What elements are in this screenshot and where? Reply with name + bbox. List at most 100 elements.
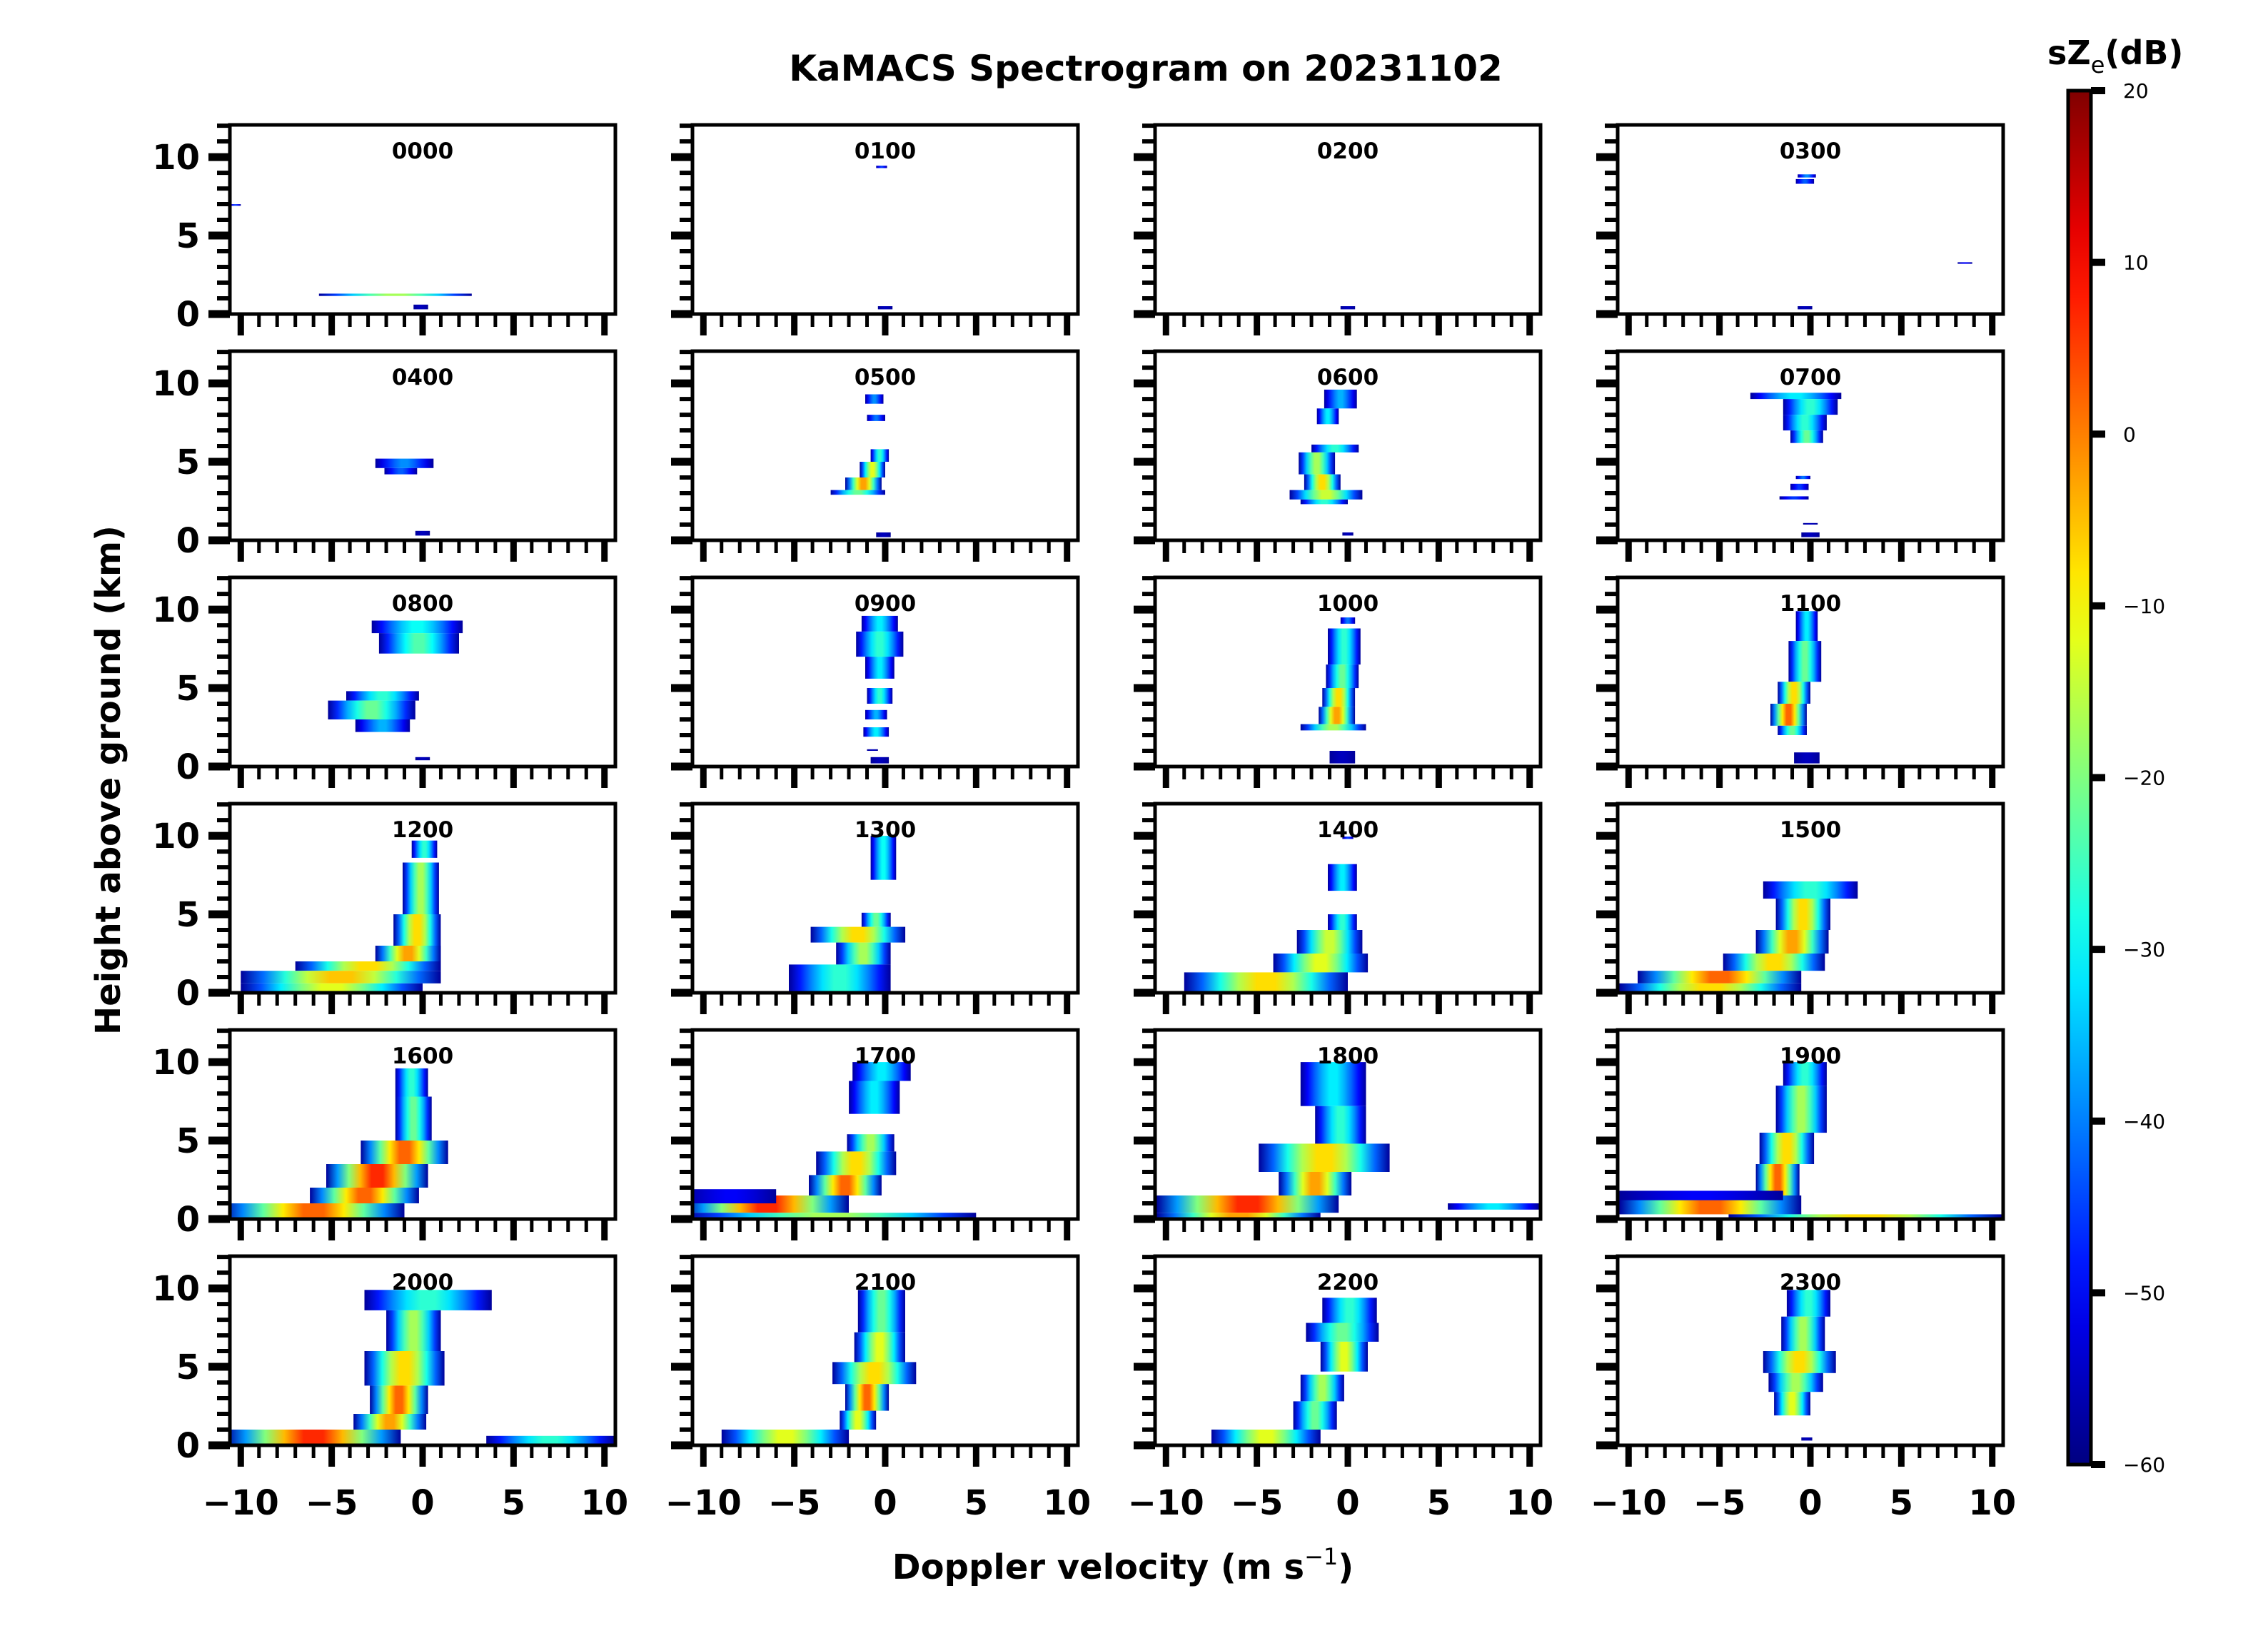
panel-0800: 0 5 10 0800 [152, 575, 618, 788]
y-tick-label: 0 [176, 1426, 200, 1466]
spectrum-layer [870, 836, 897, 880]
x-axis-label-superscript: −1 [1304, 1543, 1338, 1570]
spectrum-layer [1211, 1430, 1321, 1444]
panel-time-label: 0200 [1317, 138, 1379, 164]
panel-1100: 1100 [1596, 575, 2005, 788]
spectrum-layer [1781, 1316, 1825, 1352]
spectrogram-data [789, 836, 906, 991]
spectrum-layer [830, 490, 885, 495]
spectrum-layer [378, 633, 459, 654]
spectrum-layer [1306, 1323, 1379, 1342]
spectrum-layer [1342, 836, 1354, 839]
spectrum-layer [1755, 930, 1829, 954]
y-tick-label: 10 [152, 364, 200, 404]
spectrum-layer [1790, 430, 1823, 443]
spectrum-layer [789, 964, 891, 991]
x-axis-label-main: Doppler velocity (m s [892, 1547, 1304, 1587]
spectrum-layer [845, 477, 882, 490]
panel-time-label: 1400 [1317, 817, 1379, 843]
panel-time-label: 0100 [855, 138, 916, 164]
spectrum-layer [1638, 971, 1802, 984]
x-axis-label-close: ) [1338, 1547, 1354, 1587]
spectrum-layer [415, 530, 430, 536]
spectrum-layer [230, 204, 241, 206]
chart-title: KaMACS Spectrogram on 20231102 [789, 48, 1503, 89]
colorbar-tick-label: −60 [2123, 1453, 2165, 1477]
x-tick-label: −10 [665, 1483, 742, 1523]
spectrum-layer [1783, 1062, 1827, 1086]
spectrogram-data [1763, 1290, 1836, 1441]
spectrogram-data [1750, 393, 1842, 537]
spectrum-layer [860, 462, 885, 477]
spectrum-layer [861, 615, 898, 632]
spectrum-layer [854, 1332, 905, 1362]
spectrum-layer [1788, 641, 1822, 682]
spectrogram-data [1184, 836, 1369, 991]
spectrum-layer [1779, 496, 1809, 500]
spectrum-layer [1728, 1214, 2002, 1218]
x-tick-label: 5 [502, 1483, 525, 1523]
spectrum-layer [346, 691, 419, 701]
spectrum-layer [326, 1164, 428, 1188]
y-tick-label: 5 [176, 1348, 200, 1387]
panel-time-label: 0500 [855, 365, 916, 390]
spectrum-layer [353, 1414, 427, 1430]
colorbar-gradient [2066, 89, 2093, 1467]
spectrum-layer [1296, 930, 1363, 954]
panel-1000: 1000 [1134, 575, 1543, 788]
panel-0300: 0300 [1596, 123, 2005, 335]
y-tick-label: 10 [152, 1269, 200, 1309]
panel-1900: 1900 [1596, 1028, 2005, 1240]
spectrum-layer [867, 688, 893, 704]
spectrum-layer [1300, 499, 1348, 505]
spectrum-layer [1957, 262, 1972, 264]
spectrum-layer [861, 912, 891, 927]
panel-time-label: 0900 [855, 591, 916, 617]
colorbar-tick-label: −30 [2123, 938, 2165, 961]
panel-time-label: 2100 [855, 1270, 916, 1295]
x-tick-label: 10 [1043, 1483, 1091, 1523]
x-tick-label: 10 [1968, 1483, 2016, 1523]
spectrogram-data [1340, 306, 1356, 310]
panel-time-label: 0300 [1780, 138, 1841, 164]
panel-2200: −10 −5 0 5 10 2200 [1128, 1254, 1553, 1523]
colorbar-label-sub: e [2091, 51, 2105, 79]
spectrum-layer [486, 1435, 614, 1444]
spectrum-layer [845, 1384, 889, 1411]
panel-2300: −10 −5 0 5 10 2300 [1591, 1254, 2016, 1523]
spectrum-layer [1803, 522, 1818, 525]
spectrum-layer [876, 532, 891, 537]
panel-0400: 0 5 10 0400 [152, 349, 618, 562]
x-tick-label: −5 [1693, 1483, 1746, 1523]
x-tick-label: −10 [1128, 1483, 1204, 1523]
y-tick-label: 0 [176, 295, 200, 335]
colorbar-label: sZe(dB) [2047, 34, 2183, 79]
colorbar-label-main: sZ [2047, 34, 2091, 72]
y-tick-label: 0 [176, 974, 200, 1013]
spectrum-layer [1322, 688, 1356, 707]
spectrum-layer [384, 467, 418, 475]
spectrum-layer [1328, 864, 1357, 891]
spectrum-layer [230, 1203, 405, 1218]
panel-time-label: 1700 [855, 1043, 916, 1069]
y-tick-label: 5 [176, 443, 200, 482]
spectrogram-data [1156, 1062, 1539, 1218]
spectrum-layer [1723, 954, 1825, 971]
spectrum-layer [295, 961, 441, 971]
spectrum-layer [1304, 474, 1341, 490]
spectrum-layer [852, 1062, 911, 1081]
spectrogram-data [328, 620, 463, 761]
panel-1700: 1700 [671, 1028, 1080, 1240]
spectrum-layer [403, 862, 439, 915]
spectrum-layer [1156, 1213, 1321, 1218]
spectrum-layer [1322, 1298, 1377, 1323]
spectrum-layer [1778, 725, 1807, 735]
spectrogram-data [856, 615, 904, 764]
x-tick-label: 0 [410, 1483, 434, 1523]
panel-time-label: 1500 [1780, 817, 1841, 843]
panel-1600: 0 5 10 1600 [152, 1028, 618, 1240]
spectrogram-data [1795, 174, 1972, 310]
spectrum-layer [1300, 1375, 1344, 1402]
